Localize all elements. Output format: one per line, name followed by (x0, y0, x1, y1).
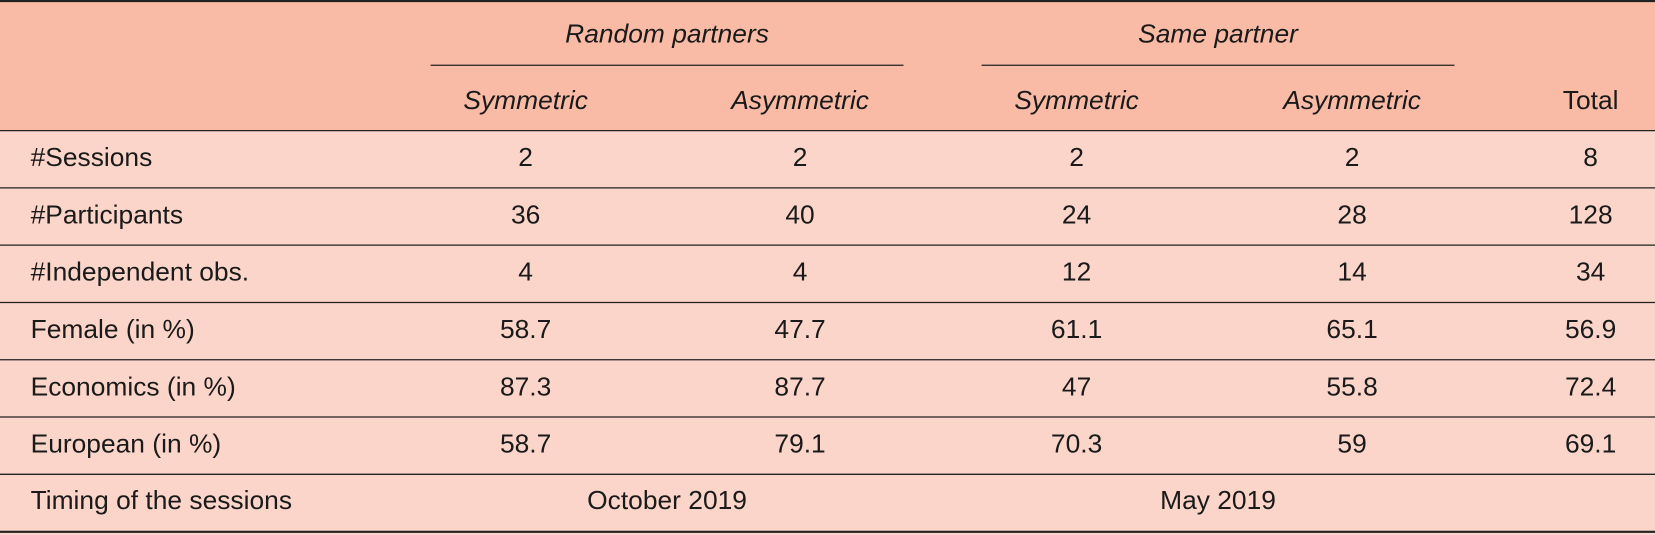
cell: 87.3 (500, 371, 551, 401)
cell: 65.1 (1326, 314, 1377, 344)
cell: May 2019 (1160, 485, 1276, 515)
cell: 2 (1069, 142, 1084, 172)
group-header: Same partner (1138, 19, 1299, 49)
row-label: Timing of the sessions (31, 485, 292, 515)
cell: 79.1 (774, 429, 825, 459)
cell: 55.8 (1326, 371, 1377, 401)
cell: 69.1 (1565, 429, 1616, 459)
sub-header: Symmetric (1014, 85, 1139, 115)
cell: 34 (1576, 257, 1605, 287)
cell: 28 (1337, 199, 1366, 229)
sub-header: Symmetric (463, 85, 588, 115)
total-header: Total (1563, 85, 1619, 115)
cell: 58.7 (500, 314, 551, 344)
row-label: European (in %) (31, 429, 222, 459)
cell: 47 (1062, 371, 1091, 401)
cell: October 2019 (587, 485, 747, 515)
row-label: Economics (in %) (31, 371, 236, 401)
cell: 70.3 (1051, 429, 1102, 459)
cell: 14 (1337, 257, 1366, 287)
cell: 24 (1062, 199, 1091, 229)
cell: 87.7 (774, 371, 825, 401)
cell: 2 (518, 142, 533, 172)
cell: 8 (1583, 142, 1598, 172)
row-label: #Participants (31, 199, 183, 229)
cell: 58.7 (500, 429, 551, 459)
sub-header: Asymmetric (729, 85, 869, 115)
cell: 36 (511, 199, 540, 229)
cell: 2 (793, 142, 808, 172)
cell: 12 (1062, 257, 1091, 287)
row-label: Female (in %) (31, 314, 195, 344)
body-bg (0, 130, 1655, 535)
cell: 59 (1337, 429, 1366, 459)
cell: 47.7 (774, 314, 825, 344)
cell: 61.1 (1051, 314, 1102, 344)
sub-header: Asymmetric (1281, 85, 1421, 115)
cell: 4 (518, 257, 533, 287)
cell: 128 (1569, 199, 1613, 229)
cell: 4 (793, 257, 808, 287)
row-label: #Sessions (31, 142, 153, 172)
cell: 72.4 (1565, 371, 1616, 401)
cell: 40 (785, 199, 814, 229)
group-header: Random partners (565, 19, 769, 49)
row-label: #Independent obs. (31, 257, 250, 287)
cell: 2 (1345, 142, 1360, 172)
cell: 56.9 (1565, 314, 1616, 344)
